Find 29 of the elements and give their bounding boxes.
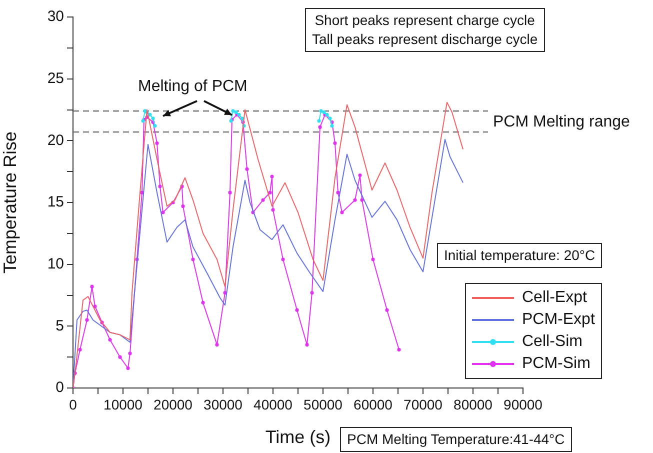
y-tick-label: 5 [56, 317, 64, 334]
annotation: Short peaks represent charge cycle [314, 12, 535, 28]
legend-label: Cell-Expt [522, 289, 587, 307]
x-tick-label: 30000 [204, 396, 243, 412]
x-tick-label: 0 [69, 396, 78, 412]
legend-label: Cell-Sim [522, 333, 582, 351]
x-tick-label: 10000 [104, 396, 143, 412]
legend-label: PCM-Sim [522, 355, 590, 373]
text: PCM Melting Temperature:41-44°C [340, 427, 572, 452]
x-axis-title: Time (s) [265, 427, 331, 448]
y-tick-label: 30 [47, 8, 64, 26]
y-tick-label: 15 [47, 194, 64, 211]
annotation: Initial temperature: 20°C [437, 243, 602, 268]
y-tick-label: 20 [47, 132, 64, 149]
annotation: Melting of PCM [138, 78, 248, 96]
x-tick-label: 20000 [154, 396, 193, 412]
x-tick-label: 50000 [304, 396, 343, 412]
annotation: Tall peaks represent discharge cycle [312, 31, 538, 47]
y-tick-label: 25 [47, 70, 64, 87]
ref-line-label: PCM Melting range [493, 113, 630, 130]
x-tick-label: 90000 [504, 396, 543, 412]
y-tick-label: 0 [56, 379, 64, 396]
x-tick-label: 40000 [254, 396, 293, 412]
x-tick-label: 70000 [404, 396, 443, 412]
legend-label: PCM-Expt [522, 311, 595, 329]
y-axis-title: Temperature Rise [0, 131, 20, 274]
x-tick-label: 80000 [454, 396, 493, 412]
x-tick-label: 60000 [354, 396, 393, 412]
y-tick-label: 10 [47, 255, 64, 272]
